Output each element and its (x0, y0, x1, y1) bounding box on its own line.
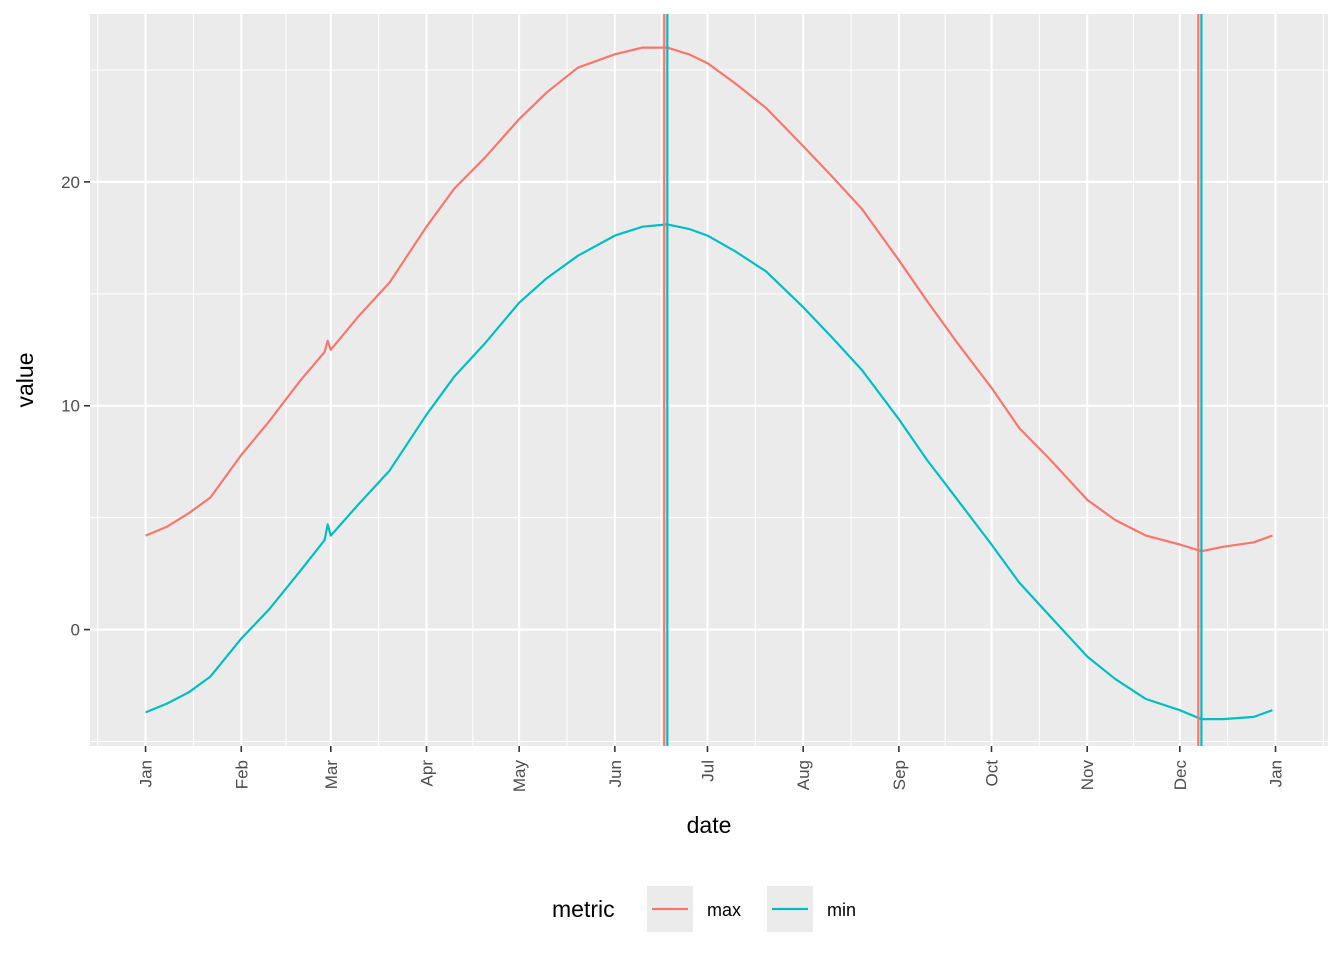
y-axis-title: value (12, 353, 38, 408)
legend: metric max min (552, 886, 856, 932)
x-tick-label: Apr (418, 760, 437, 787)
series-line-min (145, 223, 1273, 721)
y-tick-label: 20 (61, 173, 80, 192)
x-tick-label: Sep (890, 760, 909, 790)
x-tick-label: May (510, 760, 529, 793)
x-tick-label: Mar (322, 760, 341, 790)
x-tick-label: Oct (982, 760, 1001, 787)
x-tick-label: Nov (1078, 760, 1097, 791)
gridlines-minor (90, 14, 1328, 746)
plot-panel (90, 14, 1328, 746)
gridlines-major (90, 14, 1328, 746)
x-tick-label: Aug (794, 760, 813, 790)
x-tick-label: Jan (1267, 760, 1286, 787)
y-tick-label: 10 (61, 397, 80, 416)
series-lines (145, 46, 1273, 721)
legend-title: metric (552, 896, 615, 922)
x-tick-label: Feb (232, 760, 251, 789)
legend-label-min: min (827, 900, 856, 920)
x-axis: Jan Feb Mar Apr May Jun Jul Aug Sep Oct Nov Dec Jan (137, 746, 1286, 792)
x-tick-label: Jun (606, 760, 625, 787)
vertical-reference-lines (663, 14, 1203, 746)
x-axis-title: date (687, 812, 732, 838)
x-tick-label: Jul (698, 760, 717, 782)
x-tick-label: Dec (1171, 760, 1190, 791)
y-axis: 0 10 20 (61, 173, 90, 640)
x-tick-label: Jan (137, 760, 156, 787)
series-line-max (145, 46, 1273, 553)
y-tick-label: 0 (71, 621, 80, 640)
legend-label-max: max (707, 900, 741, 920)
